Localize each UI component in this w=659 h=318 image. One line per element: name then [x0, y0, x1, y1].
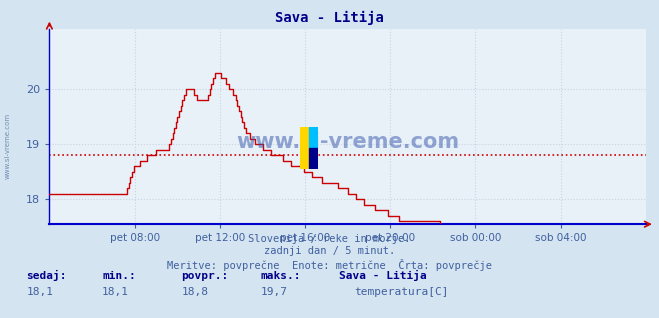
- Text: 18,8: 18,8: [181, 287, 208, 297]
- Text: 18,1: 18,1: [102, 287, 129, 297]
- Text: Sava - Litija: Sava - Litija: [275, 11, 384, 25]
- Text: zadnji dan / 5 minut.: zadnji dan / 5 minut.: [264, 246, 395, 256]
- Text: sedaj:: sedaj:: [26, 270, 67, 281]
- Bar: [309, 148, 318, 169]
- Text: www.si-vreme.com: www.si-vreme.com: [236, 132, 459, 152]
- Text: Sava - Litija: Sava - Litija: [339, 270, 427, 281]
- Text: 18,1: 18,1: [26, 287, 53, 297]
- Text: Meritve: povprečne  Enote: metrične  Črta: povprečje: Meritve: povprečne Enote: metrične Črta:…: [167, 259, 492, 271]
- Text: maks.:: maks.:: [260, 272, 301, 281]
- Text: www.si-vreme.com: www.si-vreme.com: [5, 113, 11, 179]
- Text: Slovenija / reke in morje.: Slovenija / reke in morje.: [248, 234, 411, 244]
- Text: temperatura[C]: temperatura[C]: [355, 287, 449, 297]
- Text: povpr.:: povpr.:: [181, 272, 229, 281]
- Text: min.:: min.:: [102, 272, 136, 281]
- Bar: [300, 127, 309, 169]
- Text: 19,7: 19,7: [260, 287, 287, 297]
- Bar: [309, 127, 318, 148]
